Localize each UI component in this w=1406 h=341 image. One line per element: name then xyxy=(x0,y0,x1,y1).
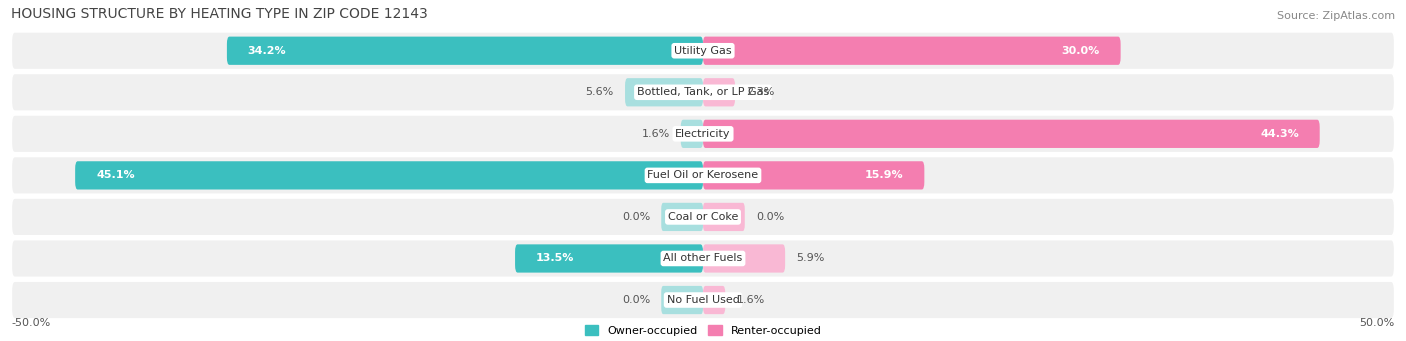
Text: 2.3%: 2.3% xyxy=(747,87,775,97)
FancyBboxPatch shape xyxy=(703,161,924,190)
FancyBboxPatch shape xyxy=(681,120,703,148)
FancyBboxPatch shape xyxy=(661,286,703,314)
Text: 30.0%: 30.0% xyxy=(1062,46,1099,56)
Text: HOUSING STRUCTURE BY HEATING TYPE IN ZIP CODE 12143: HOUSING STRUCTURE BY HEATING TYPE IN ZIP… xyxy=(11,7,427,21)
Text: All other Fuels: All other Fuels xyxy=(664,253,742,264)
Text: 0.0%: 0.0% xyxy=(756,212,785,222)
Text: -50.0%: -50.0% xyxy=(11,318,51,328)
Text: 13.5%: 13.5% xyxy=(536,253,574,264)
FancyBboxPatch shape xyxy=(226,36,703,65)
Text: Electricity: Electricity xyxy=(675,129,731,139)
Text: Source: ZipAtlas.com: Source: ZipAtlas.com xyxy=(1277,11,1395,21)
FancyBboxPatch shape xyxy=(11,73,1395,112)
Text: 1.6%: 1.6% xyxy=(641,129,669,139)
Text: 45.1%: 45.1% xyxy=(96,170,135,180)
Text: 15.9%: 15.9% xyxy=(865,170,904,180)
Text: No Fuel Used: No Fuel Used xyxy=(666,295,740,305)
Text: 0.0%: 0.0% xyxy=(621,295,650,305)
FancyBboxPatch shape xyxy=(11,198,1395,236)
Text: 5.9%: 5.9% xyxy=(796,253,825,264)
FancyBboxPatch shape xyxy=(703,286,725,314)
Text: 34.2%: 34.2% xyxy=(247,46,287,56)
Text: 50.0%: 50.0% xyxy=(1360,318,1395,328)
FancyBboxPatch shape xyxy=(703,36,1121,65)
Legend: Owner-occupied, Renter-occupied: Owner-occupied, Renter-occupied xyxy=(585,325,821,336)
Text: Coal or Coke: Coal or Coke xyxy=(668,212,738,222)
FancyBboxPatch shape xyxy=(515,244,703,272)
FancyBboxPatch shape xyxy=(11,239,1395,278)
FancyBboxPatch shape xyxy=(626,78,703,106)
FancyBboxPatch shape xyxy=(703,203,745,231)
FancyBboxPatch shape xyxy=(11,32,1395,70)
Text: 1.6%: 1.6% xyxy=(737,295,765,305)
Text: 0.0%: 0.0% xyxy=(621,212,650,222)
Text: 44.3%: 44.3% xyxy=(1260,129,1299,139)
FancyBboxPatch shape xyxy=(11,281,1395,319)
Text: 5.6%: 5.6% xyxy=(586,87,614,97)
Text: Utility Gas: Utility Gas xyxy=(675,46,731,56)
FancyBboxPatch shape xyxy=(11,156,1395,194)
FancyBboxPatch shape xyxy=(703,120,1320,148)
FancyBboxPatch shape xyxy=(75,161,703,190)
Text: Fuel Oil or Kerosene: Fuel Oil or Kerosene xyxy=(647,170,759,180)
FancyBboxPatch shape xyxy=(703,244,785,272)
Text: Bottled, Tank, or LP Gas: Bottled, Tank, or LP Gas xyxy=(637,87,769,97)
FancyBboxPatch shape xyxy=(703,78,735,106)
FancyBboxPatch shape xyxy=(11,115,1395,153)
FancyBboxPatch shape xyxy=(661,203,703,231)
